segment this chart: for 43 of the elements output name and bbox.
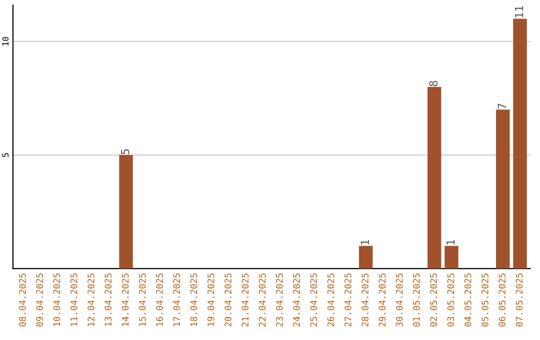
x-tick-label: 04.05.2025 bbox=[464, 273, 472, 327]
x-tick-label: 08.04.2025 bbox=[19, 273, 26, 327]
data-label: 1 bbox=[446, 240, 455, 245]
x-tick-label: 02.05.2025 bbox=[430, 273, 437, 327]
x-tick-label: 09.04.2025 bbox=[36, 273, 44, 327]
x-tick-label: 26.04.2025 bbox=[327, 273, 334, 326]
data-label: 8 bbox=[429, 80, 438, 86]
x-tick-label: 12.04.2025 bbox=[88, 273, 94, 326]
x-tick-label: 17.04.2025 bbox=[173, 273, 180, 326]
x-tick-label: 01.05.2025 bbox=[413, 273, 420, 327]
bar bbox=[358, 246, 373, 269]
x-tick-label: 16.04.2025 bbox=[156, 273, 163, 326]
x-tick-label: 24.04.2025 bbox=[293, 273, 300, 326]
x-tick-label: 25.04.2025 bbox=[310, 273, 318, 326]
x-tick-label: 06.05.2025 bbox=[498, 273, 506, 327]
x-tick-label: 14.04.2025 bbox=[122, 273, 129, 326]
bar bbox=[496, 110, 510, 269]
bar bbox=[513, 18, 527, 269]
x-tick-label: 21.04.2025 bbox=[242, 273, 249, 326]
x-tick-label: 22.04.2025 bbox=[258, 273, 266, 326]
x-tick-label: 27.04.2025 bbox=[344, 273, 352, 326]
bar bbox=[119, 155, 133, 269]
x-tick-label: 07.05.2025 bbox=[516, 273, 523, 327]
x-tick-label: 18.04.2025 bbox=[190, 273, 198, 326]
x-tick-label: 29.04.2025 bbox=[378, 273, 386, 326]
data-label: 7 bbox=[498, 104, 506, 109]
data-label: 11 bbox=[514, 6, 524, 18]
x-tick-label: 30.04.2025 bbox=[396, 273, 403, 327]
bar bbox=[428, 86, 442, 269]
bar bbox=[444, 246, 458, 269]
x-tick-label: 20.04.2025 bbox=[224, 273, 232, 326]
data-label: 1 bbox=[360, 240, 369, 245]
x-tick-label: 13.04.2025 bbox=[104, 273, 112, 326]
data-label: 5 bbox=[121, 149, 130, 154]
x-tick-label: 23.04.2025 bbox=[276, 273, 283, 326]
x-tick-label: 15.04.2025 bbox=[138, 273, 146, 326]
x-tick-label: 10.04.2025 bbox=[53, 273, 60, 326]
x-tick-label: 19.04.2025 bbox=[207, 273, 214, 326]
x-tick-label: 28.04.2025 bbox=[362, 273, 368, 326]
x-tick-label: 03.05.2025 bbox=[447, 273, 454, 327]
y-tick-label: 10 bbox=[2, 36, 9, 46]
x-tick-label: 11.04.2025 bbox=[70, 273, 78, 326]
x-tick-label: 05.05.2025 bbox=[482, 273, 488, 327]
